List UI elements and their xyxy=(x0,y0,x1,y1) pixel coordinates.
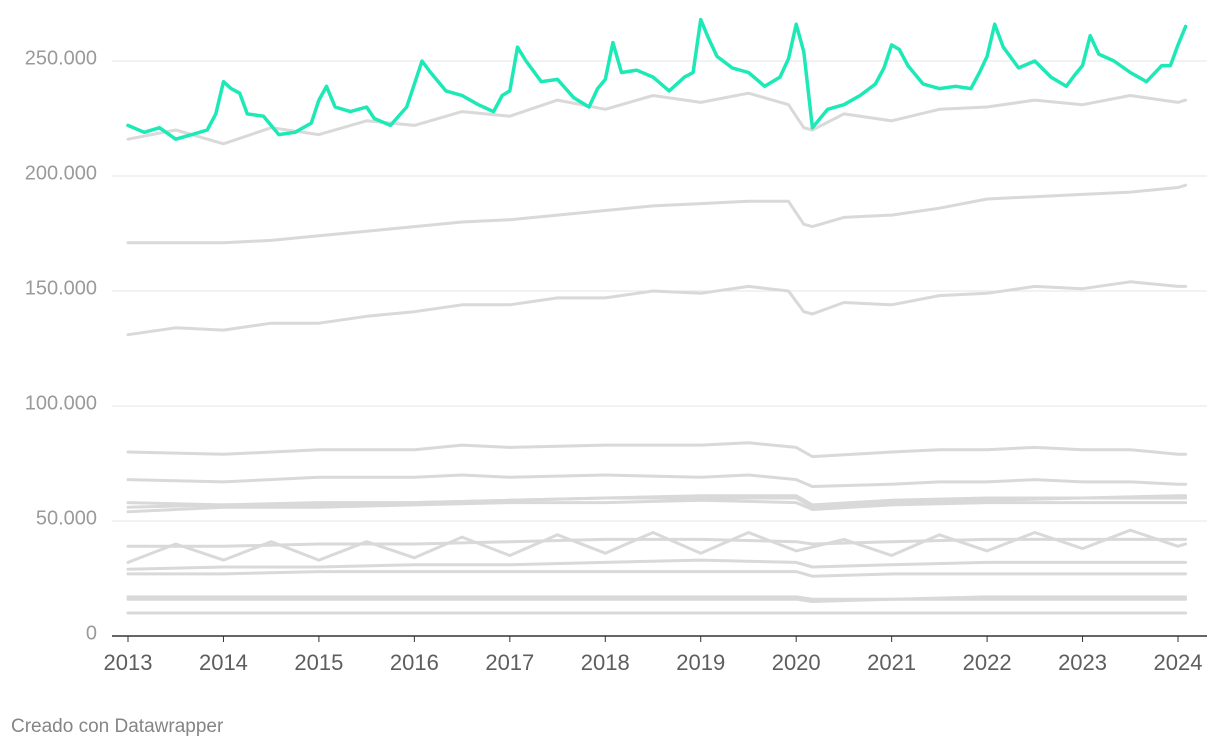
y-tick-label: 100.000 xyxy=(25,392,97,414)
series-line xyxy=(126,498,1188,514)
series-line xyxy=(126,183,1188,245)
x-tick-label: 2020 xyxy=(772,650,821,675)
series-line xyxy=(126,537,1188,548)
x-tick-label: 2016 xyxy=(390,650,439,675)
x-tick-label: 2019 xyxy=(676,650,725,675)
series-line xyxy=(126,473,1188,488)
highlighted-series-line xyxy=(126,17,1188,141)
series-lines xyxy=(126,17,1188,615)
x-tick-label: 2017 xyxy=(485,650,534,675)
x-tick-label: 2022 xyxy=(963,650,1012,675)
series-line xyxy=(126,595,1188,601)
x-tick-label: 2021 xyxy=(867,650,916,675)
y-tick-label: 0 xyxy=(86,622,97,644)
series-line xyxy=(126,494,1188,509)
y-tick-label: 200.000 xyxy=(25,162,97,184)
series-line xyxy=(126,280,1188,337)
credit-text: Creado con Datawrapper xyxy=(11,716,224,737)
y-tick-label: 250.000 xyxy=(25,47,97,69)
y-tick-label: 50.000 xyxy=(36,507,97,529)
x-tick-label: 2018 xyxy=(581,650,630,675)
series-line xyxy=(126,558,1188,571)
series-line xyxy=(126,91,1188,146)
y-tick-label: 150.000 xyxy=(25,277,97,299)
x-tick-label: 2024 xyxy=(1154,650,1203,675)
y-axis-ticks: 0 50.000 100.000 150.000 200.000 250.000 xyxy=(25,47,97,644)
series-line xyxy=(126,597,1188,603)
x-tick-label: 2023 xyxy=(1058,650,1107,675)
x-axis-ticks: 2013 2014 2015 2016 2017 2018 2019 2020 2021 2022… xyxy=(104,636,1203,675)
series-line xyxy=(126,528,1188,564)
x-tick-label: 2015 xyxy=(294,650,343,675)
series-line xyxy=(126,570,1188,578)
x-tick-label: 2014 xyxy=(199,650,248,675)
x-tick-label: 2013 xyxy=(104,650,153,675)
gridlines xyxy=(112,60,1207,637)
series-line xyxy=(126,441,1188,459)
